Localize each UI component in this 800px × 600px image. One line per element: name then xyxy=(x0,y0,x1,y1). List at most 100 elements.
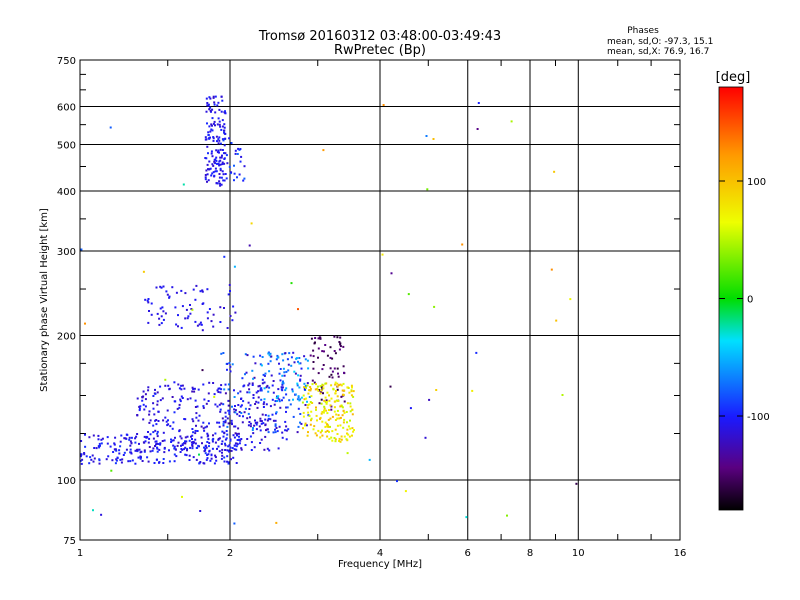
data-point xyxy=(106,436,109,439)
data-point xyxy=(207,137,210,140)
data-point xyxy=(236,413,239,416)
data-point xyxy=(210,320,213,323)
data-point xyxy=(309,423,312,426)
data-point xyxy=(211,129,214,132)
data-point xyxy=(273,403,276,406)
data-point xyxy=(148,410,151,413)
data-point xyxy=(154,392,157,395)
data-point xyxy=(174,448,177,451)
data-point xyxy=(110,469,113,472)
data-point xyxy=(308,389,310,392)
data-point xyxy=(247,424,250,427)
data-point xyxy=(210,174,213,177)
data-point xyxy=(206,441,209,443)
data-point xyxy=(235,442,238,445)
data-point xyxy=(346,428,349,431)
data-point xyxy=(226,368,228,371)
data-point xyxy=(334,428,337,431)
data-point xyxy=(240,155,243,158)
data-point xyxy=(269,360,272,363)
data-point xyxy=(230,142,233,144)
data-point xyxy=(222,420,225,423)
data-point xyxy=(162,419,165,422)
data-point xyxy=(425,135,428,137)
data-point xyxy=(352,430,355,433)
data-point xyxy=(163,447,166,450)
data-point xyxy=(115,458,118,461)
data-point xyxy=(282,359,285,362)
data-point xyxy=(234,425,237,428)
data-point xyxy=(111,459,114,462)
data-point xyxy=(191,386,194,389)
data-point xyxy=(167,423,170,426)
data-point xyxy=(148,446,151,448)
data-point xyxy=(221,451,223,454)
data-point xyxy=(152,402,155,405)
data-point xyxy=(149,450,152,453)
x-tick-label: 16 xyxy=(674,548,687,559)
data-point xyxy=(226,449,229,452)
data-point xyxy=(224,392,227,395)
data-point xyxy=(226,425,229,428)
data-point xyxy=(200,323,203,326)
data-point xyxy=(329,425,331,428)
data-point xyxy=(254,419,256,422)
data-point xyxy=(115,459,118,462)
data-point xyxy=(302,415,305,418)
data-point xyxy=(232,434,235,437)
data-point xyxy=(240,447,243,450)
data-point xyxy=(221,440,224,443)
data-point xyxy=(345,438,348,441)
data-point xyxy=(340,395,343,398)
data-point xyxy=(179,435,182,438)
data-point xyxy=(261,382,264,385)
data-point xyxy=(148,413,151,416)
data-point xyxy=(255,428,258,431)
data-point xyxy=(208,96,211,99)
data-point xyxy=(277,395,280,398)
data-point xyxy=(214,170,217,173)
data-point xyxy=(239,439,242,442)
data-point xyxy=(214,432,217,435)
data-point xyxy=(206,311,209,314)
data-point xyxy=(246,417,249,420)
data-point xyxy=(191,434,194,437)
data-point xyxy=(167,419,169,422)
data-point xyxy=(195,412,198,415)
data-point xyxy=(217,101,220,104)
data-point xyxy=(224,173,227,175)
data-point xyxy=(248,391,251,394)
data-point xyxy=(252,396,255,399)
data-point xyxy=(338,348,341,351)
data-point xyxy=(296,398,299,401)
data-point xyxy=(142,441,145,444)
data-point xyxy=(223,132,226,135)
data-point xyxy=(263,374,266,377)
data-point xyxy=(284,429,287,432)
data-point xyxy=(157,420,160,422)
data-point xyxy=(227,449,230,452)
data-point xyxy=(225,154,228,157)
data-point xyxy=(79,459,82,462)
data-point xyxy=(219,321,222,323)
data-point xyxy=(213,395,216,398)
data-point xyxy=(333,367,336,370)
data-point xyxy=(304,422,307,425)
data-point xyxy=(352,390,355,393)
data-point xyxy=(224,438,227,441)
data-point xyxy=(287,428,290,431)
data-point xyxy=(89,456,92,459)
data-point xyxy=(226,327,229,329)
data-point xyxy=(189,397,192,400)
data-point xyxy=(326,412,329,415)
data-point xyxy=(221,161,224,164)
data-point xyxy=(221,154,223,157)
data-point xyxy=(349,419,351,422)
plot-frame xyxy=(79,59,681,541)
data-point xyxy=(272,391,275,394)
data-point xyxy=(120,461,123,464)
data-point xyxy=(312,349,315,352)
data-point xyxy=(341,389,344,392)
data-point xyxy=(321,411,324,413)
data-point xyxy=(335,413,338,416)
